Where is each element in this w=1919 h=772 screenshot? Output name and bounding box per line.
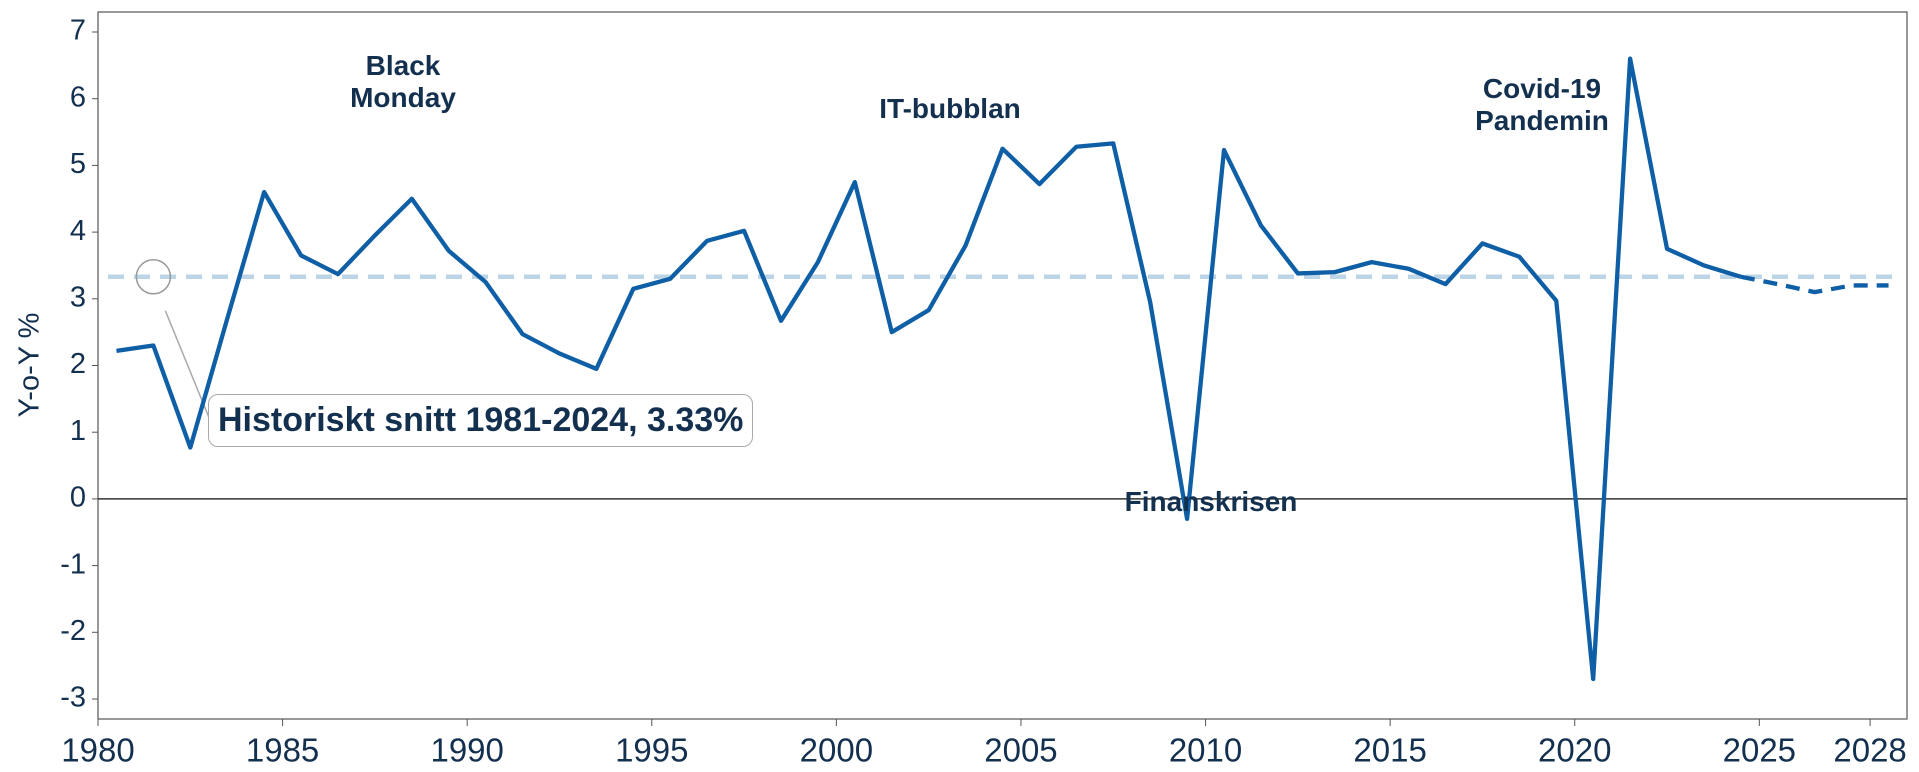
line-series [116, 56, 1742, 682]
line-series [1740, 274, 1889, 295]
x-tick-label: 1990 [430, 732, 503, 769]
x-tick-label: 1980 [61, 732, 134, 769]
x-tick-label: 2010 [1169, 732, 1242, 769]
y-tick-label: 4 [70, 215, 86, 247]
annotation: Covid-19 Pandemin [1475, 72, 1609, 136]
x-tick-label: 2020 [1538, 732, 1611, 769]
y-tick-label: -3 [60, 682, 86, 714]
x-tick-label: 2025 [1723, 732, 1796, 769]
x-tick-label: 2000 [800, 732, 873, 769]
y-tick-label: 7 [70, 15, 86, 47]
y-tick-label: -2 [60, 615, 86, 647]
x-tick-label: 2028 [1833, 732, 1906, 769]
y-tick-label: 2 [70, 348, 86, 380]
y-tick-label: 0 [70, 482, 86, 514]
x-tick-label: 2005 [984, 732, 1057, 769]
y-tick-label: 5 [70, 148, 86, 180]
y-tick-label: 1 [70, 415, 86, 447]
annotation: Finanskrisen [1124, 485, 1298, 517]
annotation: IT-bubblan [879, 92, 1021, 124]
y-tick-label: 3 [70, 281, 86, 313]
average-marker [135, 259, 172, 295]
x-tick-label: 2015 [1353, 732, 1426, 769]
y-tick-label: 6 [70, 81, 86, 113]
annotation: Black Monday [350, 49, 456, 113]
y-tick-label: -1 [60, 548, 86, 580]
y-axis-label: Y-o-Y % [14, 313, 46, 418]
x-tick-label: 1995 [615, 732, 688, 769]
x-tick-label: 1985 [246, 732, 319, 769]
average-label: Historiskt snitt 1981-2024, 3.33% [208, 394, 754, 447]
